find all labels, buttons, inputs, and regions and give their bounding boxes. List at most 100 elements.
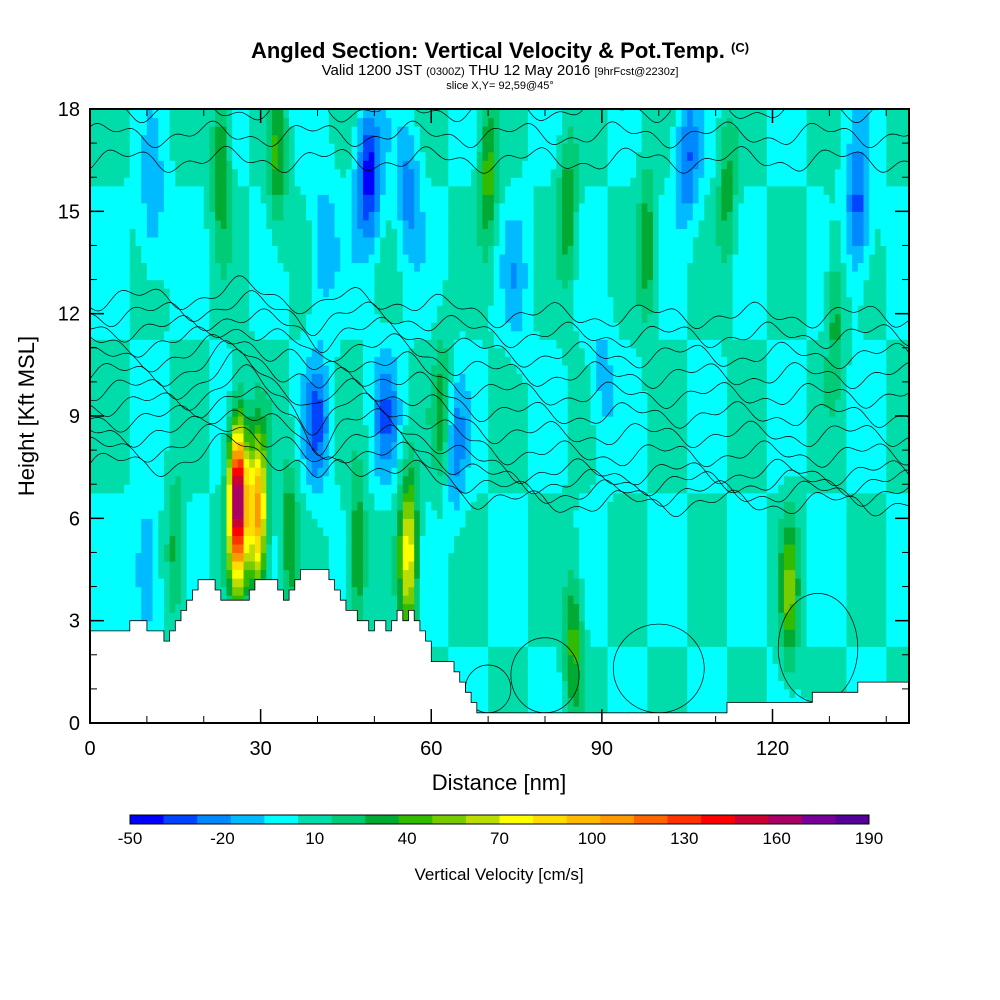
velocity-cell [198,211,205,221]
velocity-cell [380,271,387,281]
velocity-cell [317,543,324,554]
velocity-cell [419,194,427,204]
velocity-cell [345,211,353,221]
velocity-cell [112,424,120,434]
velocity-cell [300,177,307,187]
velocity-cell [272,569,279,579]
velocity-cell [95,612,102,622]
velocity-cell [408,160,415,170]
velocity-cell [243,509,250,519]
velocity-cell [385,543,393,554]
velocity-cell [323,424,330,434]
velocity-cell [363,390,370,400]
velocity-cell [260,407,267,417]
velocity-cell [249,219,256,229]
velocity-cell [442,236,449,247]
velocity-cell [328,501,336,511]
velocity-cell [436,339,444,349]
velocity-cell [220,364,228,374]
velocity-cell [476,424,484,434]
velocity-cell [465,330,472,340]
velocity-cell [454,236,461,247]
velocity-cell [459,262,466,272]
velocity-cell [289,407,296,417]
velocity-cell [425,475,432,485]
velocity-cell [436,560,444,571]
velocity-cell [431,424,438,434]
velocity-cell [272,364,279,374]
velocity-cell [465,620,472,630]
velocity-cell [146,467,154,477]
velocity-cell [368,339,375,349]
velocity-cell [294,279,302,289]
velocity-cell [476,416,484,426]
velocity-cell [368,450,375,460]
velocity-cell [118,535,125,545]
velocity-cell [471,134,478,144]
velocity-cell [141,185,148,195]
velocity-cell [408,560,415,571]
velocity-cell [425,603,432,613]
velocity-cell [260,535,267,545]
velocity-cell [158,211,165,221]
velocity-cell [146,322,154,332]
velocity-cell [425,168,432,178]
velocity-cell [459,509,466,519]
velocity-cell [294,253,302,264]
velocity-cell [385,407,393,417]
velocity-cell [118,151,125,161]
velocity-cell [442,143,449,153]
velocity-cell [272,134,279,144]
velocity-cell [289,535,296,545]
velocity-cell [243,313,250,323]
velocity-cell [169,126,176,136]
velocity-cell [90,177,97,187]
velocity-cell [90,168,97,178]
velocity-cell [203,177,211,187]
velocity-cell [198,228,205,238]
velocity-cell [334,450,341,460]
velocity-cell [118,211,125,221]
velocity-cell [186,134,193,144]
velocity-cell [385,322,393,332]
velocity-cell [419,109,427,119]
velocity-cell [129,441,137,451]
velocity-cell [414,424,421,434]
velocity-cell [448,603,455,613]
velocity-cell [101,381,108,392]
velocity-cell [442,509,449,519]
velocity-cell [431,416,438,426]
velocity-cell [436,637,444,647]
velocity-cell [414,535,421,545]
velocity-cell [306,296,313,306]
velocity-cell [459,211,466,221]
velocity-cell [397,407,404,417]
velocity-cell [431,347,438,357]
velocity-cell [374,194,381,204]
velocity-cell [209,271,216,281]
velocity-cell [471,347,478,357]
velocity-cell [272,458,279,468]
velocity-cell [220,279,228,289]
velocity-cell [95,253,102,264]
velocity-cell [226,253,233,264]
velocity-cell [181,305,188,315]
velocity-cell [334,313,341,323]
velocity-cell [152,407,159,417]
velocity-cell [471,441,478,451]
velocity-cell [203,339,211,349]
velocity-cell [459,356,466,366]
velocity-cell [146,168,154,178]
velocity-cell [209,117,216,127]
velocity-cell [471,194,478,204]
velocity-cell [408,109,415,119]
velocity-cell [408,543,415,554]
velocity-cell [471,688,478,699]
velocity-cell [198,373,205,383]
velocity-cell [380,424,387,434]
velocity-cell [300,518,307,528]
velocity-cell [454,322,461,332]
velocity-cell [476,236,484,247]
velocity-cell [243,441,250,451]
velocity-cell [317,160,324,170]
